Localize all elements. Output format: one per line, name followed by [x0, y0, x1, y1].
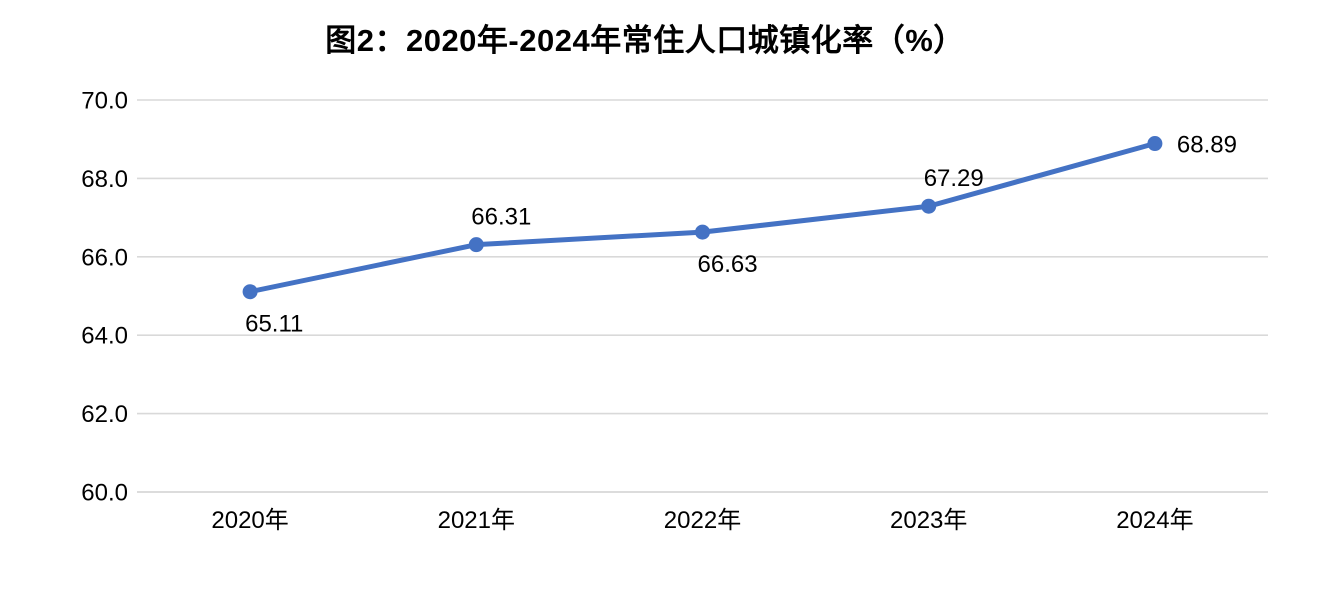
y-tick-label: 70.0 — [81, 88, 128, 115]
x-tick-label: 2022年 — [664, 507, 741, 534]
chart-title: 图2：2020年-2024年常住人口城镇化率（%） — [325, 23, 965, 58]
x-tick-label: 2021年 — [438, 507, 515, 534]
data-label: 67.29 — [924, 165, 984, 192]
y-tick-label: 60.0 — [81, 480, 128, 507]
data-point-marker — [1147, 136, 1163, 152]
x-tick-label: 2024年 — [1116, 507, 1193, 534]
data-label: 68.89 — [1177, 132, 1237, 159]
data-point-marker — [695, 224, 710, 240]
data-point-marker — [468, 237, 484, 253]
x-tick-label: 2020年 — [211, 507, 288, 534]
y-tick-label: 62.0 — [81, 401, 128, 428]
data-label: 66.63 — [698, 251, 758, 278]
y-tick-label: 66.0 — [81, 244, 128, 271]
y-tick-label: 68.0 — [81, 166, 128, 193]
x-tick-label: 2023年 — [890, 507, 967, 534]
data-point-marker — [242, 284, 258, 300]
data-label: 65.11 — [245, 311, 303, 338]
y-tick-label: 64.0 — [81, 323, 128, 350]
data-point-marker — [921, 198, 937, 214]
data-label: 66.31 — [471, 204, 531, 231]
